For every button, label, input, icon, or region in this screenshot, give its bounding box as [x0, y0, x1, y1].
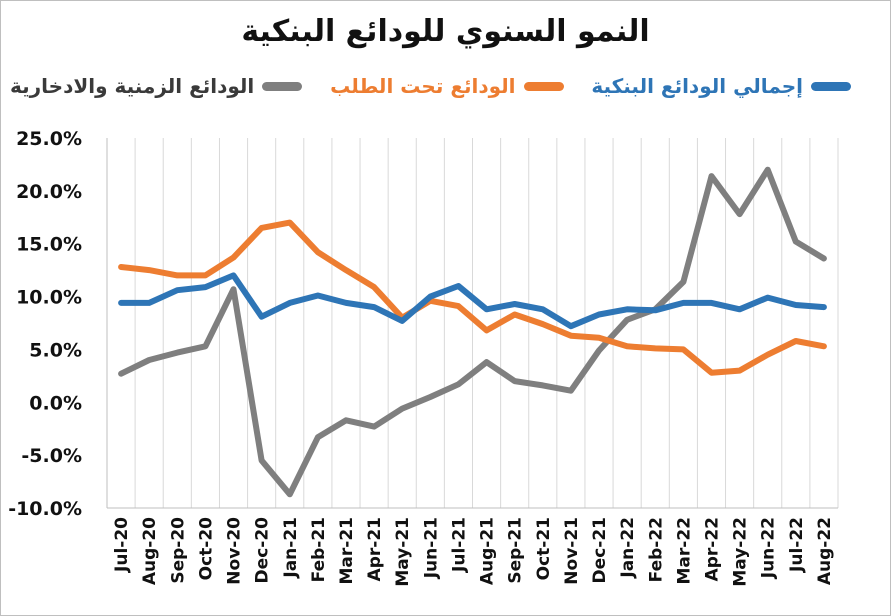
x-tick-label: Aug-20 — [140, 517, 160, 585]
x-tick-label: Feb-21 — [309, 517, 329, 582]
y-tick-label: -5.0% — [21, 445, 82, 467]
x-tick-label: May-22 — [731, 517, 751, 587]
legend-swatch-time-savings-deposits — [262, 81, 303, 91]
legend-label-time-savings-deposits: الودائع الزمنية والادخارية — [10, 74, 255, 98]
x-tick-label: Feb-22 — [646, 517, 666, 582]
x-tick-label: Apr-21 — [365, 517, 385, 581]
x-tick-label: Aug-21 — [478, 517, 498, 585]
legend-item-time-savings-deposits: الودائع الزمنية والادخارية — [10, 74, 303, 98]
y-tick-label: 0.0% — [29, 392, 82, 414]
series-line-total-deposits — [118, 272, 827, 330]
legend-swatch-demand-deposits — [523, 81, 564, 91]
x-tick-label: Oct-20 — [196, 517, 216, 581]
x-tick-label: Sep-20 — [168, 517, 188, 584]
x-tick-label: Mar-21 — [337, 517, 357, 585]
legend-item-total-deposits: إجمالي الودائع البنكية — [591, 74, 851, 98]
y-tick-label: 25.0% — [16, 128, 82, 150]
series-line-time-savings-deposits — [118, 166, 827, 498]
y-tick-label: 15.0% — [16, 234, 82, 256]
legend-item-demand-deposits: الودائع تحت الطلب — [330, 74, 564, 98]
legend: إجمالي الودائع البنكية الودائع تحت الطلب… — [10, 74, 851, 98]
x-tick-label: Aug-22 — [815, 517, 835, 585]
x-tick-label: Jan-22 — [618, 517, 638, 579]
x-tick-label: Jul-22 — [787, 517, 807, 573]
x-tick-label: Jul-21 — [449, 517, 469, 573]
x-tick-label: Jul-20 — [112, 517, 132, 573]
x-tick-label: Nov-20 — [225, 517, 245, 585]
legend-swatch-total-deposits — [811, 81, 851, 91]
x-tick-label: Mar-22 — [674, 517, 694, 585]
x-tick-label: Jun-22 — [759, 517, 779, 579]
y-tick-label: -10.0% — [8, 498, 82, 520]
series-line-demand-deposits — [118, 219, 827, 376]
x-tick-label: Nov-21 — [562, 517, 582, 585]
x-tick-label: May-21 — [393, 517, 413, 587]
legend-label-total-deposits: إجمالي الودائع البنكية — [591, 74, 803, 98]
x-tick-label: Oct-21 — [534, 517, 554, 580]
x-tick-label: Sep-21 — [506, 517, 526, 584]
y-tick-label: 5.0% — [29, 339, 82, 361]
x-tick-label: Jan-21 — [281, 517, 301, 579]
x-tick-label: Dec-20 — [253, 517, 273, 584]
x-tick-label: Dec-21 — [590, 517, 610, 583]
y-tick-label: 10.0% — [16, 287, 82, 309]
legend-label-demand-deposits: الودائع تحت الطلب — [330, 74, 516, 98]
x-tick-label: Jun-21 — [421, 517, 441, 579]
x-tick-label: Apr-22 — [702, 517, 722, 581]
y-tick-label: 20.0% — [16, 181, 82, 203]
chart-title: النمو السنوي للودائع البنكية — [241, 14, 650, 49]
